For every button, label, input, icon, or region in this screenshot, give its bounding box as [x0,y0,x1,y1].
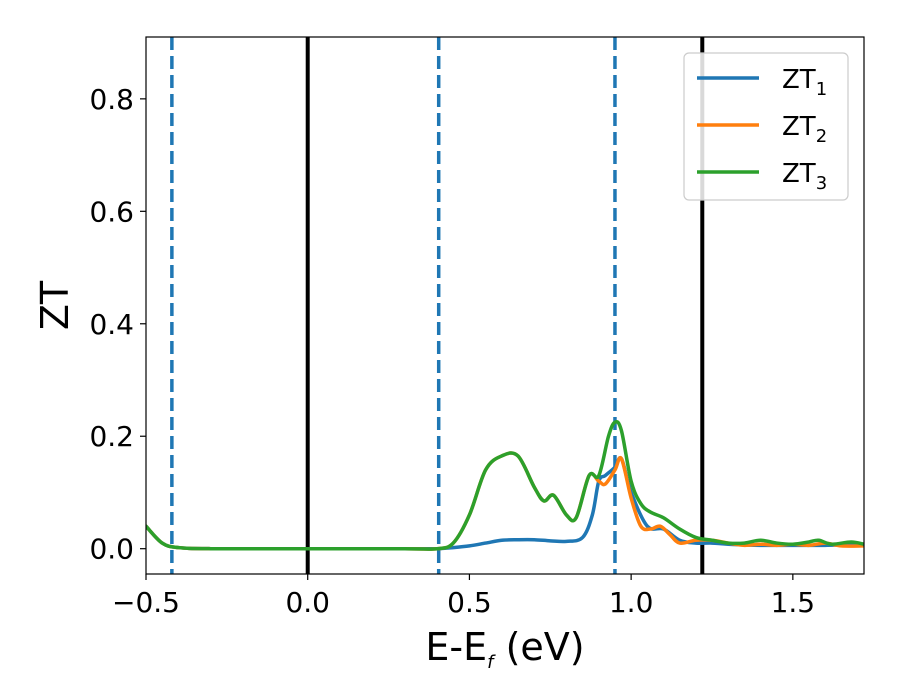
x-tick-label: 0.0 [285,586,330,619]
x-tick-label: 0.5 [447,586,492,619]
series-line-3 [146,419,864,551]
legend: ZT1 ZT2 ZT3 [683,52,849,201]
legend-label-3: ZT3 [782,159,827,194]
legend-label-2: ZT2 [782,112,827,147]
x-axis-label-main: E-E [425,625,487,669]
y-tick-label: 0.0 [89,533,134,566]
vertical-reference-lines [170,37,705,574]
series-line-1 [146,456,864,551]
y-tick-label: 0.8 [89,83,134,116]
x-axis-ticks: −0.5 0.0 0.5 1.0 1.5 [112,574,815,619]
x-axis-label: E-Ef (eV) [425,625,584,673]
x-tick-label: 1.5 [771,586,816,619]
legend-label-1: ZT1 [782,65,827,100]
legend-box [683,52,849,201]
y-axis-ticks: 0.0 0.2 0.4 0.6 0.8 [89,83,146,566]
y-tick-label: 0.6 [89,195,134,228]
series-line-2 [146,451,864,551]
plot-frame [145,36,865,575]
x-axis-label-unit: (eV) [493,625,584,669]
y-tick-label: 0.4 [89,308,134,341]
series-lines [146,419,864,551]
x-tick-label: 1.0 [609,586,654,619]
x-tick-label: −0.5 [112,586,180,619]
y-tick-label: 0.2 [89,420,134,453]
x-axis-label-subscript: f [487,652,496,673]
y-axis-label: ZT [33,280,77,330]
